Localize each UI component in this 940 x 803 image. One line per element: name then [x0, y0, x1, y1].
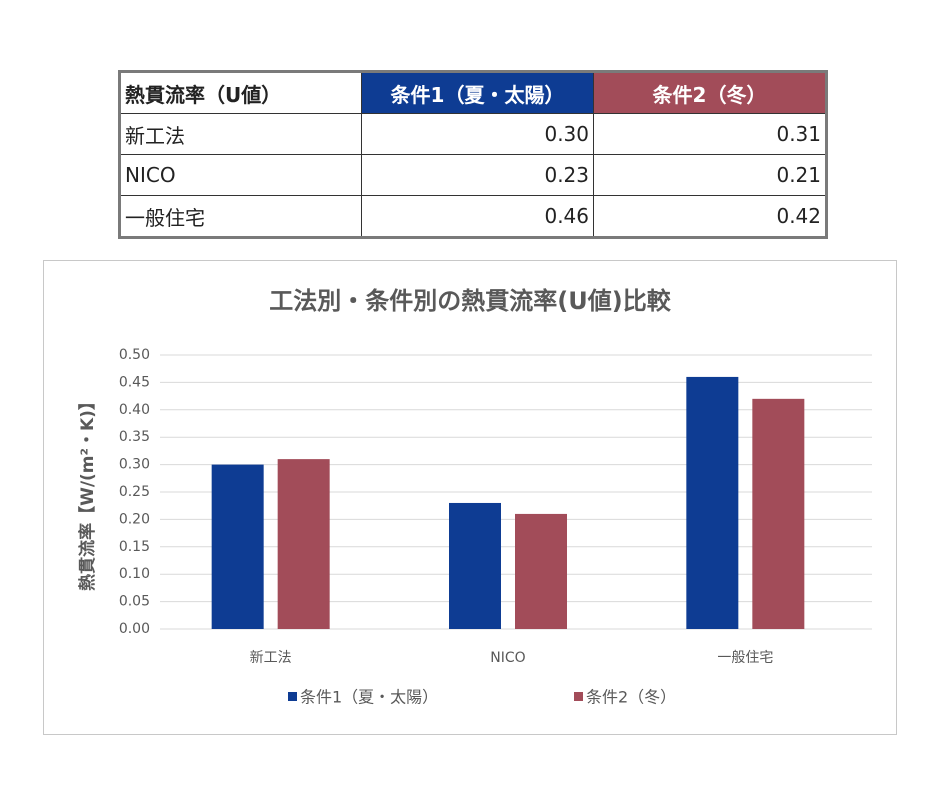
- legend-swatch: [574, 692, 583, 701]
- x-tick-label: NICO: [490, 650, 525, 666]
- cell: 0.46: [361, 195, 594, 238]
- y-axis-label: 熱貫流率【W/(m²・K)】: [77, 393, 98, 591]
- bar: [277, 459, 330, 629]
- y-tick-label: 0.00: [119, 621, 150, 637]
- y-tick-label: 0.30: [119, 457, 150, 473]
- y-tick-label: 0.45: [119, 374, 150, 390]
- y-tick-label: 0.20: [119, 511, 150, 527]
- chart-title: 工法別・条件別の熱貫流率(U値)比較: [269, 287, 671, 315]
- y-tick-label: 0.05: [119, 594, 150, 610]
- y-tick-label: 0.10: [119, 566, 150, 582]
- legend-label: 条件2（冬）: [586, 688, 676, 707]
- bar: [752, 398, 805, 629]
- y-tick-label: 0.25: [119, 484, 150, 500]
- x-tick-label: 一般住宅: [717, 650, 773, 666]
- cell: 0.30: [361, 113, 594, 155]
- table-row: 一般住宅 0.46 0.42: [119, 195, 827, 238]
- cell: 0.21: [593, 154, 827, 196]
- bar: [211, 464, 264, 629]
- x-tick-label: 新工法: [250, 650, 292, 666]
- cell: 0.42: [593, 195, 827, 238]
- table-row: NICO 0.23 0.21: [119, 154, 827, 196]
- data-table: 熱貫流率（U値） 条件1（夏・太陽） 条件2（冬） 新工法 0.30 0.31 …: [118, 70, 828, 239]
- y-tick-label: 0.40: [119, 402, 150, 418]
- bar: [515, 513, 567, 629]
- legend-label: 条件1（夏・太陽）: [300, 688, 438, 707]
- bar: [449, 502, 501, 629]
- y-tick-label: 0.50: [119, 347, 150, 363]
- bar: [686, 376, 739, 629]
- legend-swatch: [288, 692, 297, 701]
- cell: 一般住宅: [119, 195, 362, 238]
- y-tick-label: 0.35: [119, 429, 150, 445]
- y-tick-label: 0.15: [119, 539, 150, 555]
